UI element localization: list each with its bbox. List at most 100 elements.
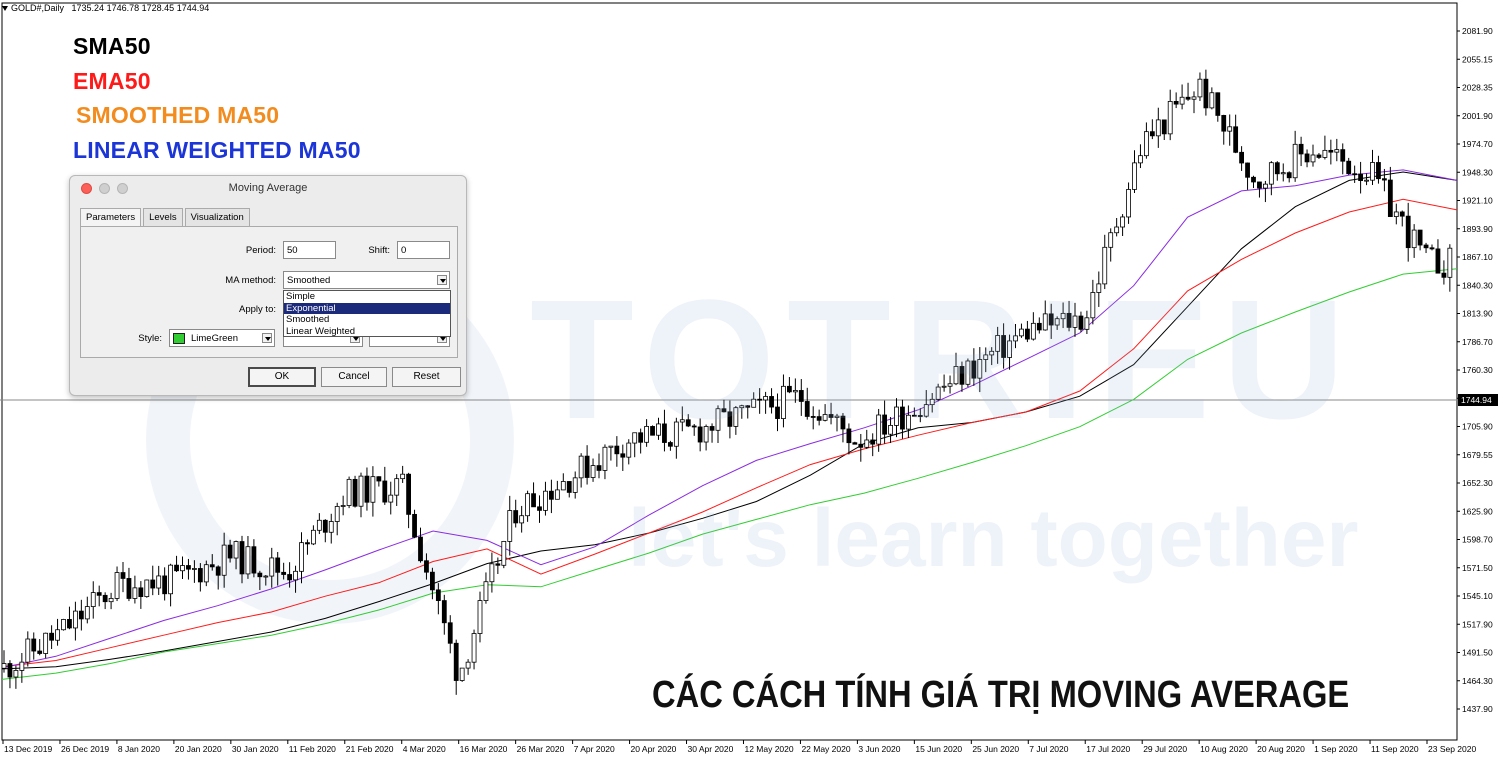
symbol-menu-icon[interactable] <box>2 6 8 12</box>
candle-body <box>150 579 156 589</box>
candle-body <box>358 475 364 507</box>
minimize-window-icon[interactable] <box>99 183 110 194</box>
candle-body <box>1364 179 1369 182</box>
candle-body <box>727 411 733 427</box>
candle-body <box>638 432 644 443</box>
x-tick-label: 21 Feb 2020 <box>346 744 394 754</box>
candle-body <box>1268 162 1274 185</box>
y-tick-label: 1786.70 <box>1462 337 1493 347</box>
style-select[interactable]: LimeGreen <box>169 329 275 347</box>
candle-body <box>382 480 388 503</box>
y-tick-label: 1679.55 <box>1462 450 1493 460</box>
candle-body <box>525 493 530 517</box>
chart-frame <box>0 2 1458 741</box>
x-tick-label: 13 Dec 2019 <box>4 744 52 754</box>
cancel-button[interactable]: Cancel <box>321 367 387 387</box>
y-tick-label: 1813.90 <box>1462 309 1493 319</box>
moving-average-lines <box>1 169 1458 680</box>
candle-body <box>1399 211 1405 217</box>
x-tick-label: 23 Sep 2020 <box>1428 744 1476 754</box>
candle-body <box>1274 162 1280 175</box>
ok-button[interactable]: OK <box>248 367 316 387</box>
candle-body <box>1078 315 1084 330</box>
candle-body <box>733 407 739 427</box>
candle-body <box>1382 178 1387 181</box>
candle-body <box>519 515 525 524</box>
tab-levels[interactable]: Levels <box>143 208 183 227</box>
candle-body <box>810 416 816 418</box>
candle-body <box>61 619 66 631</box>
candle-body <box>19 661 25 671</box>
candle-body <box>126 578 132 599</box>
shift-label: Shift: <box>368 245 390 256</box>
candle-body <box>1304 153 1310 163</box>
candle-body <box>1405 215 1411 249</box>
candle-body <box>1090 292 1096 319</box>
y-tick-label: 1652.30 <box>1462 478 1493 488</box>
candle-body <box>1001 335 1006 358</box>
reset-button[interactable]: Reset <box>392 367 461 387</box>
candle-body <box>995 335 1001 352</box>
candle-body <box>477 600 483 634</box>
candle-body <box>1358 173 1363 181</box>
chevron-down-icon[interactable] <box>437 275 447 285</box>
candle-body <box>691 425 697 428</box>
y-tick-label: 1598.70 <box>1462 535 1493 545</box>
candle-body <box>929 398 935 406</box>
candle-body <box>293 570 298 581</box>
candle-body <box>1048 313 1054 326</box>
candle-body <box>745 405 751 408</box>
chevron-down-icon[interactable] <box>262 333 272 343</box>
candle-body <box>650 426 655 436</box>
tab-visualization[interactable]: Visualization <box>184 208 250 227</box>
candle-body <box>1346 160 1352 175</box>
period-field[interactable]: 50 <box>283 241 336 259</box>
chart-header: GOLD#,Daily 1735.24 1746.78 1728.45 1744… <box>2 3 209 13</box>
x-tick-label: 16 Mar 2020 <box>460 744 508 754</box>
x-tick-label: 17 Jul 2020 <box>1086 744 1130 754</box>
candle-body <box>1429 247 1435 250</box>
y-tick-label: 1437.90 <box>1462 704 1493 714</box>
candle-body <box>935 386 941 400</box>
y-tick-label: 1760.30 <box>1462 365 1493 375</box>
period-label: Period: <box>245 245 276 256</box>
candle-body <box>340 505 346 507</box>
candle-body <box>406 473 412 515</box>
candle-body <box>84 606 90 620</box>
ma-method-select[interactable]: Smoothed <box>283 271 450 289</box>
candle-body <box>328 521 334 533</box>
option-simple[interactable]: Simple <box>286 291 316 302</box>
candle-body <box>917 415 923 417</box>
candle-body <box>1132 162 1137 190</box>
candle-body <box>310 529 316 545</box>
ohlc-close: 1744.94 <box>176 3 210 13</box>
x-tick-label: 30 Jan 2020 <box>232 744 279 754</box>
candle-body <box>453 642 459 681</box>
watermark-tagline: let's learn together <box>628 493 1359 584</box>
dialog-titlebar[interactable]: Moving Average <box>70 176 466 200</box>
x-tick-label: 26 Dec 2019 <box>61 744 109 754</box>
candle-body <box>400 473 406 480</box>
candle-body <box>1393 211 1399 217</box>
candle-body <box>1179 96 1185 105</box>
candle-body <box>751 398 757 408</box>
x-tick-label: 1 Sep 2020 <box>1314 744 1358 754</box>
option-linear-weighted[interactable]: Linear Weighted <box>286 325 356 337</box>
candle-body <box>662 423 667 443</box>
zoom-window-icon[interactable] <box>117 183 128 194</box>
candle-body <box>816 416 822 421</box>
candle-body <box>1155 119 1161 137</box>
option-exponential[interactable]: Exponential <box>284 302 450 314</box>
candle-body <box>626 442 632 458</box>
tab-parameters[interactable]: Parameters <box>80 208 142 227</box>
close-window-icon[interactable] <box>81 183 92 194</box>
candle-body <box>900 406 905 430</box>
watermark-brand: TOTRIEU <box>530 265 1358 455</box>
option-smoothed[interactable]: Smoothed <box>286 314 330 325</box>
candle-body <box>1019 328 1024 337</box>
ma-line-lwma50 <box>1 169 1458 669</box>
x-tick-label: 10 Aug 2020 <box>1200 744 1248 754</box>
candle-body <box>787 385 792 393</box>
candle-body <box>412 513 417 538</box>
shift-field[interactable]: 0 <box>397 241 450 259</box>
